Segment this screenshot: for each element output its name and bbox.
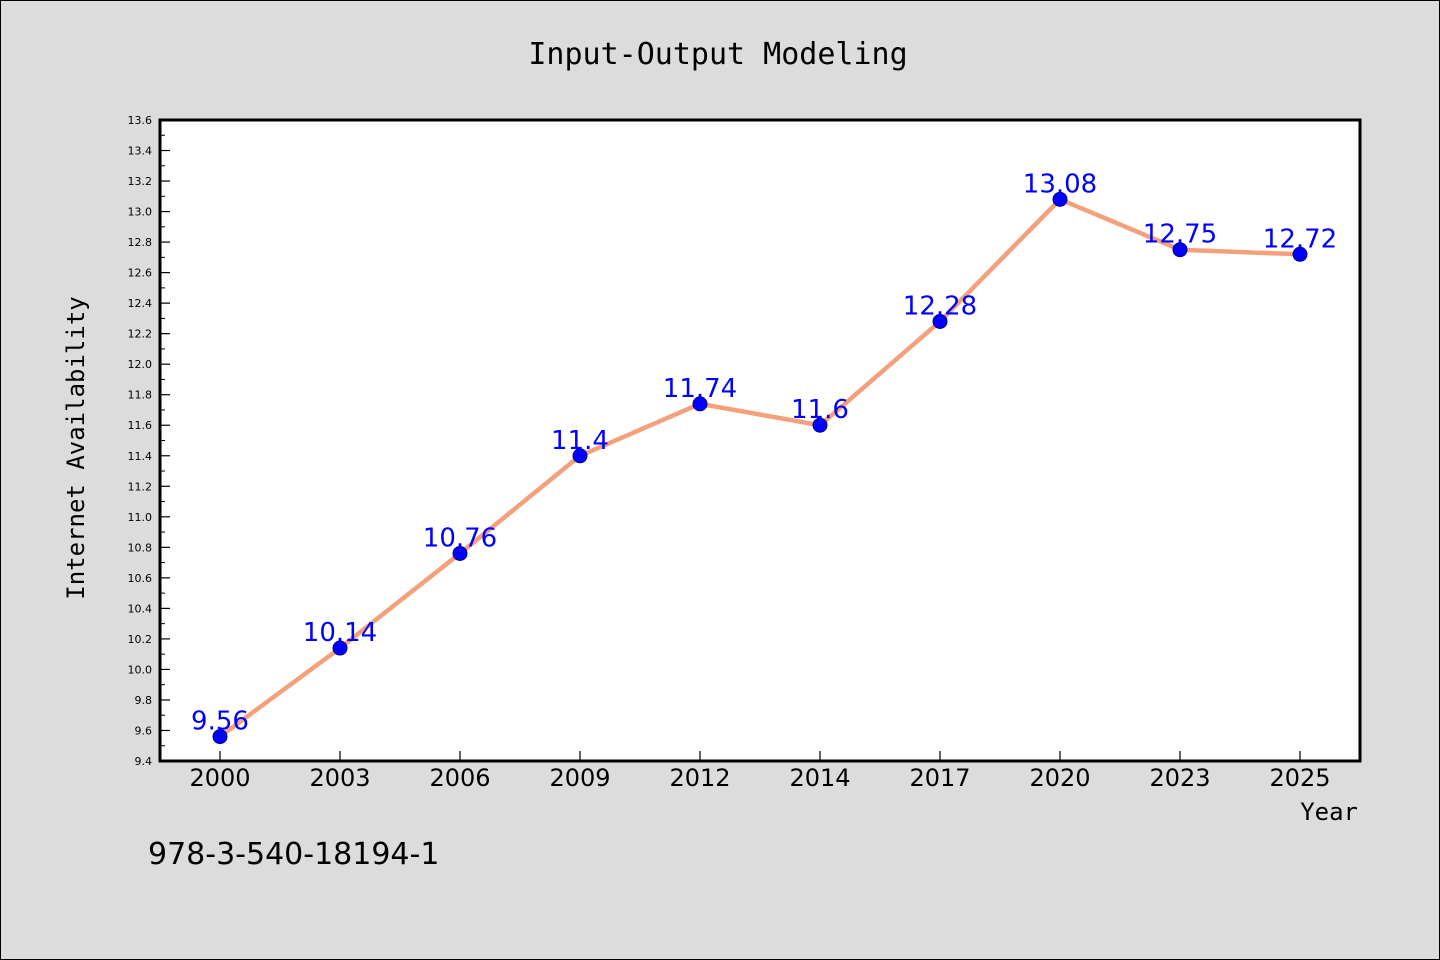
- x-axis: 2000 2003 2006 2009 2012 2014 2017 2020 2023 2025: [189, 751, 1331, 792]
- data-label: 12.72: [1263, 224, 1337, 254]
- x-tick-label: 2000: [189, 764, 250, 792]
- series-layer: [212, 191, 1308, 745]
- y-tick-label: 9.8: [135, 694, 153, 707]
- footer-code: 978-3-540-18194-1: [148, 837, 439, 872]
- plot-area: [160, 120, 1360, 761]
- data-label: 10.76: [423, 523, 497, 553]
- y-tick-label: 9.6: [135, 724, 153, 737]
- y-tick-label: 11.6: [128, 419, 153, 432]
- data-point: [212, 729, 228, 745]
- plot-border: [158, 118, 1362, 763]
- data-point: [1172, 242, 1188, 258]
- series-line: [217, 197, 1303, 739]
- y-tick-label: 12.8: [128, 236, 153, 249]
- data-point: [452, 545, 468, 561]
- y-tick-label: 13.6: [128, 114, 153, 127]
- y-axis: 9.4 9.6 9.8 10.0 10.2 10.4 10.6 10.8 11.0 11.2 11.…: [128, 114, 170, 768]
- y-tick-label: 11.2: [128, 480, 153, 493]
- y-tick-label: 10.6: [128, 572, 153, 585]
- y-tick-label: 12.4: [128, 297, 153, 310]
- x-tick-label: 2014: [789, 764, 850, 792]
- x-tick-label: 2017: [909, 764, 970, 792]
- data-label-layer: 9.56 10.14 10.76 11.4 11.74 11.6 12.28 13.08 12.…: [191, 169, 1337, 736]
- data-label: 10.14: [303, 618, 377, 648]
- data-label: 11.6: [791, 395, 849, 425]
- y-tick-label: 12.2: [128, 328, 153, 341]
- y-tick-label: 10.4: [128, 602, 153, 615]
- data-label: 12.28: [903, 291, 977, 321]
- y-tick-label: 13.2: [128, 175, 153, 188]
- data-point: [1052, 191, 1068, 207]
- data-label: 9.56: [191, 707, 249, 737]
- data-point: [692, 396, 708, 412]
- y-tick-label: 11.8: [128, 389, 153, 402]
- data-label: 12.75: [1143, 220, 1217, 250]
- y-tick-label: 12.0: [128, 358, 153, 371]
- y-tick-label: 9.4: [135, 755, 153, 768]
- data-point: [332, 640, 348, 656]
- y-tick-label: 13.0: [128, 206, 153, 219]
- y-tick-label: 11.4: [128, 450, 153, 463]
- y-tick-label: 10.0: [128, 663, 153, 676]
- data-point: [572, 448, 588, 464]
- chart-title: Input-Output Modeling: [528, 37, 907, 72]
- x-tick-label: 2003: [309, 764, 370, 792]
- x-tick-label: 2023: [1149, 764, 1210, 792]
- data-label: 13.08: [1023, 169, 1097, 199]
- y-tick-label: 13.4: [128, 145, 153, 158]
- x-axis-label: Year: [1300, 798, 1358, 826]
- y-tick-label: 10.8: [128, 541, 153, 554]
- data-point: [1292, 246, 1308, 262]
- data-label: 11.4: [551, 426, 609, 456]
- x-tick-label: 2025: [1269, 764, 1330, 792]
- y-axis-label: Internet Availability: [62, 296, 90, 599]
- y-tick-label: 12.6: [128, 267, 153, 280]
- x-tick-label: 2012: [669, 764, 730, 792]
- x-tick-label: 2009: [549, 764, 610, 792]
- y-tick-label: 10.2: [128, 633, 153, 646]
- data-point: [932, 313, 948, 329]
- x-tick-label: 2020: [1029, 764, 1090, 792]
- x-tick-label: 2006: [429, 764, 490, 792]
- data-point: [812, 417, 828, 433]
- y-tick-label: 11.0: [128, 511, 153, 524]
- data-label: 11.74: [663, 374, 737, 404]
